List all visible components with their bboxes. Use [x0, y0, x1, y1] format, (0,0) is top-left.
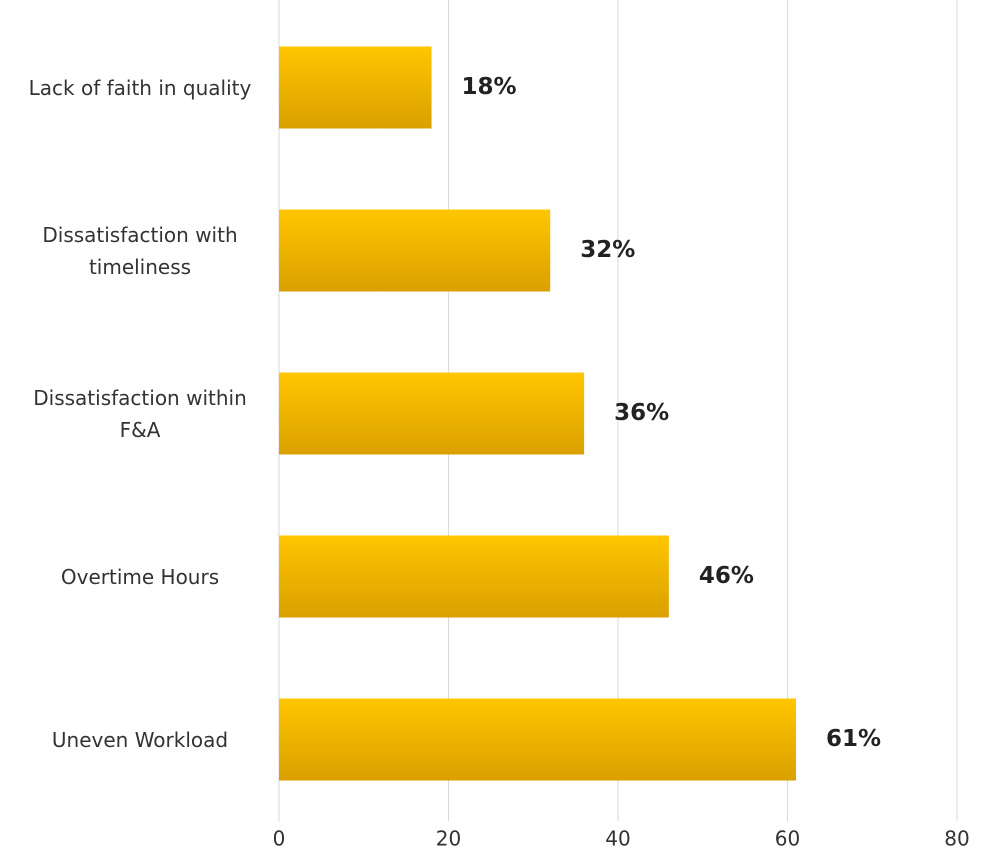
data-label: 18% — [462, 74, 517, 100]
data-label: 61% — [826, 726, 881, 752]
bar — [279, 209, 551, 292]
y-tick-label: Uneven Workload — [51, 727, 229, 752]
bar — [279, 698, 796, 781]
x-tick-label: 20 — [436, 827, 461, 851]
bar — [279, 46, 432, 129]
bar — [279, 372, 585, 455]
y-tick-label: Dissatisfaction within F&A — [33, 385, 247, 442]
x-tick-label: 60 — [775, 827, 800, 851]
y-tick-label: Overtime Hours — [60, 564, 220, 589]
data-label: 36% — [614, 400, 669, 426]
data-label: 46% — [699, 563, 754, 589]
y-tick-label: Lack of faith in quality — [28, 75, 252, 100]
x-tick-label: 0 — [273, 827, 286, 851]
x-tick-label: 40 — [605, 827, 630, 851]
x-tick-label: 80 — [944, 827, 969, 851]
bar — [279, 535, 669, 618]
y-tick-label: Dissatisfaction with timeliness — [42, 222, 238, 279]
data-label: 32% — [580, 237, 635, 263]
